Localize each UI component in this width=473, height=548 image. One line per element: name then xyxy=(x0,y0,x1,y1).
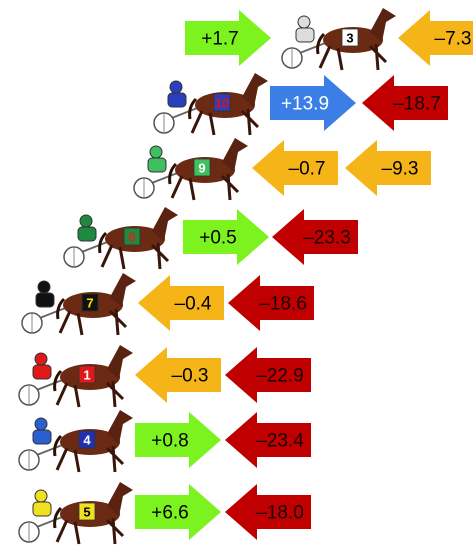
horse-number: 1 xyxy=(83,368,90,383)
arrow-label: +0.8 xyxy=(151,431,189,452)
arrow-label: +0.5 xyxy=(199,228,237,249)
arrow-label: +1.7 xyxy=(201,29,239,50)
row: 3 +1.7 –7.3 xyxy=(185,8,473,70)
arrow-label: –23.3 xyxy=(303,228,351,249)
horse-number: 6 xyxy=(128,230,135,245)
arrow-label: –9.3 xyxy=(382,159,419,180)
row: 10 +13.9 –18.7 xyxy=(154,73,448,135)
driver-head xyxy=(35,418,47,430)
driver-head xyxy=(38,281,50,293)
race-graphic: 3 +1.7 –7.3 10 +13.9 –18.7 9 –0.7 –9.3 6 +0.5 –23.3… xyxy=(0,0,473,548)
driver-body xyxy=(168,93,186,107)
arrow-label: –0.4 xyxy=(175,294,212,315)
driver-body xyxy=(33,365,51,379)
driver-body xyxy=(296,28,314,42)
arrow-label: –7.3 xyxy=(435,29,472,50)
arrow-label: –18.7 xyxy=(393,94,441,115)
horse-number: 5 xyxy=(83,505,90,520)
driver-head xyxy=(35,353,47,365)
arrow-label: –23.4 xyxy=(256,431,304,452)
horse-number: 4 xyxy=(83,433,91,448)
driver-body xyxy=(33,430,51,444)
horse-number: 3 xyxy=(346,31,353,46)
driver-body xyxy=(148,158,166,172)
row: 6 +0.5 –23.3 xyxy=(64,207,358,269)
row: 9 –0.7 –9.3 xyxy=(134,138,431,200)
driver-body xyxy=(78,227,96,241)
arrow-label: +13.9 xyxy=(281,94,329,115)
arrow-label: –0.7 xyxy=(289,159,326,180)
driver-head xyxy=(170,81,182,93)
row: 7 –0.4 –18.6 xyxy=(22,273,314,335)
arrow-label: –18.6 xyxy=(259,294,307,315)
row: 5 +6.6 –18.0 xyxy=(19,482,311,544)
driver-head xyxy=(35,490,47,502)
arrow-label: –22.9 xyxy=(256,366,304,387)
horse-number: 9 xyxy=(198,161,205,176)
row: 1 –0.3 –22.9 xyxy=(19,345,311,407)
driver-head xyxy=(298,16,310,28)
driver-body xyxy=(33,502,51,516)
driver-body xyxy=(36,293,54,307)
arrow-label: +6.6 xyxy=(151,503,189,524)
row: 4 +0.8 –23.4 xyxy=(19,410,311,472)
horse-number: 10 xyxy=(215,96,229,111)
driver-head xyxy=(150,146,162,158)
arrow-label: –18.0 xyxy=(256,503,304,524)
driver-head xyxy=(80,215,92,227)
horse-number: 7 xyxy=(86,296,93,311)
arrow-label: –0.3 xyxy=(172,366,209,387)
